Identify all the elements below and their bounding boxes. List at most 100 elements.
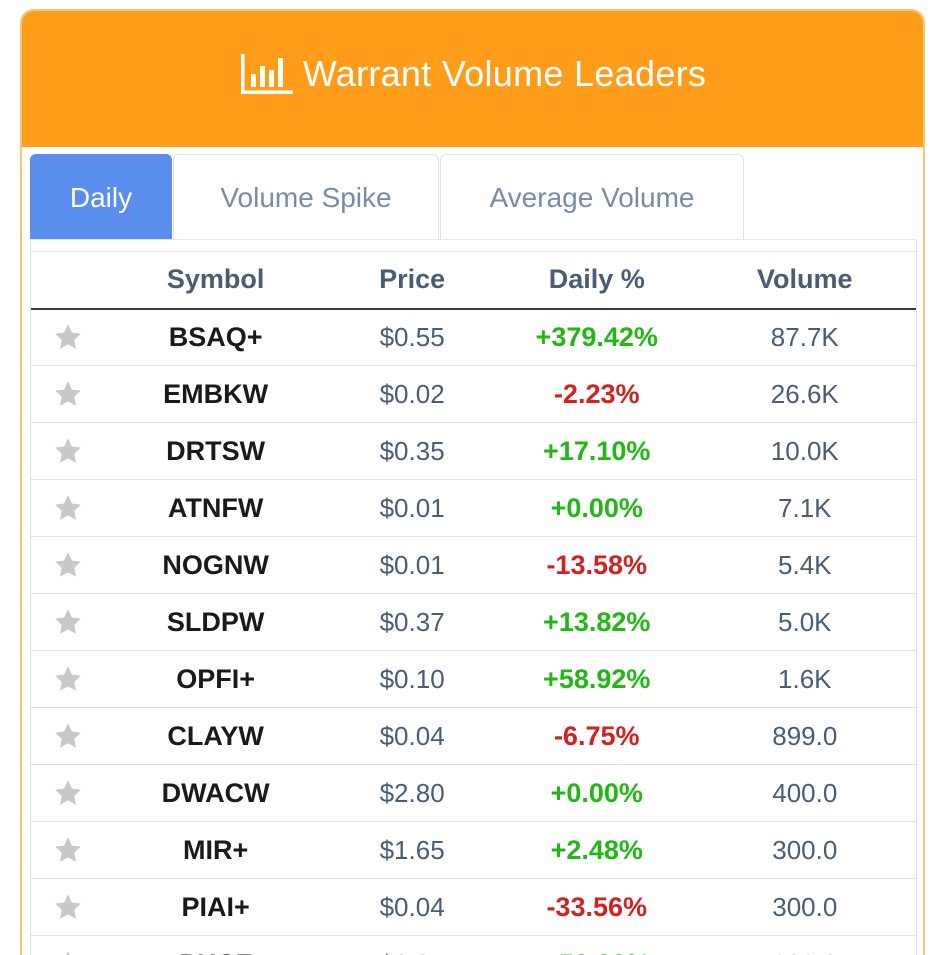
favorite-cell [31,764,107,822]
header-favorite [31,251,107,310]
star-icon[interactable] [53,778,83,808]
volume-cell: 5.4K [693,536,916,594]
symbol-cell[interactable]: DRTSW [106,422,325,480]
daily-change-cell: -33.56% [499,878,694,936]
daily-change-cell: +2.48% [499,821,694,879]
header-price[interactable]: Price [324,251,500,310]
symbol-cell[interactable]: PUCF [106,935,325,955]
price-cell: $0.55 [324,308,500,366]
price-cell: $2.80 [324,764,500,822]
symbol-cell[interactable]: BSAQ+ [106,308,325,366]
star-icon[interactable] [53,664,83,694]
volume-cell: 5.0K [693,593,916,651]
volume-cell: 200.0 [693,935,916,955]
volume-cell: 7.1K [693,479,916,537]
table-row[interactable]: OPFI+ $0.10 +58.92% 1.6K [31,650,916,708]
warrant-volume-card: Warrant Volume Leaders Daily Volume Spik… [20,9,925,955]
favorite-cell [31,878,107,936]
daily-change-cell: +0.00% [499,479,694,537]
price-cell: $1.65 [324,821,500,879]
star-icon[interactable] [53,322,83,352]
price-cell: $0.37 [324,593,500,651]
tab-daily[interactable]: Daily [30,154,172,240]
card-title: Warrant Volume Leaders [302,53,707,94]
table-row[interactable]: PUCF$0.01+50.00%200.0 [31,935,916,955]
price-cell: $0.02 [324,365,500,423]
star-icon[interactable] [53,550,83,580]
price-cell: $0.10 [324,650,500,708]
table-row[interactable]: DRTSW $0.35 +17.10% 10.0K [31,422,916,480]
star-icon[interactable] [53,436,83,466]
favorite-cell [31,821,107,879]
price-cell: $0.04 [324,878,500,936]
star-icon[interactable] [53,721,83,751]
symbol-cell[interactable]: ATNFW [106,479,325,537]
star-icon[interactable] [53,493,83,523]
star-icon[interactable] [53,835,83,865]
favorite-cell [31,422,107,480]
favorite-cell [31,479,107,537]
star-icon[interactable] [53,949,83,955]
table-header-row: Symbol Price Daily % Volume [31,251,916,310]
table-row[interactable]: CLAYW $0.04 -6.75% 899.0 [31,707,916,765]
table-row[interactable]: BSAQ+ $0.55 +379.42% 87.7K [31,308,916,366]
favorite-cell [31,536,107,594]
favorite-cell [31,593,107,651]
volume-cell: 87.7K [693,308,916,366]
star-icon[interactable] [53,379,83,409]
star-icon[interactable] [53,607,83,637]
leaders-table: Symbol Price Daily % Volume BSAQ+ $0.55 +3… [31,251,916,955]
symbol-cell[interactable]: EMBKW [106,365,325,423]
daily-change-cell: +50.00% [499,935,694,955]
tab-volume-spike[interactable]: Volume Spike [173,154,439,240]
table-row[interactable]: ATNFW $0.01 +0.00% 7.1K [31,479,916,537]
price-cell: $0.01 [324,536,500,594]
leaders-table-container: Symbol Price Daily % Volume BSAQ+ $0.55 +3… [30,239,917,955]
volume-cell: 400.0 [693,764,916,822]
daily-change-cell: +13.82% [499,593,694,651]
volume-cell: 899.0 [693,707,916,765]
tab-average-volume[interactable]: Average Volume [440,154,744,240]
volume-cell: 300.0 [693,821,916,879]
volume-cell: 1.6K [693,650,916,708]
favorite-cell [31,308,107,366]
card-header: Warrant Volume Leaders [22,11,923,147]
symbol-cell[interactable]: NOGNW [106,536,325,594]
volume-cell: 300.0 [693,878,916,936]
daily-change-cell: +17.10% [499,422,694,480]
symbol-cell[interactable]: PIAI+ [106,878,325,936]
bar-chart-icon [240,54,293,94]
volume-cell: 10.0K [693,422,916,480]
symbol-cell[interactable]: OPFI+ [106,650,325,708]
price-cell: $0.01 [324,935,500,955]
daily-change-cell: -13.58% [499,536,694,594]
daily-change-cell: +379.42% [499,308,694,366]
header-volume[interactable]: Volume [693,251,916,310]
daily-change-cell: -2.23% [499,365,694,423]
tab-bar: Daily Volume Spike Average Volume [30,154,920,240]
favorite-cell [31,650,107,708]
symbol-cell[interactable]: DWACW [106,764,325,822]
favorite-cell [31,365,107,423]
symbol-cell[interactable]: CLAYW [106,707,325,765]
price-cell: $0.01 [324,479,500,537]
daily-change-cell: +58.92% [499,650,694,708]
table-row[interactable]: MIR+ $1.65 +2.48% 300.0 [31,821,916,879]
table-row[interactable]: PIAI+ $0.04 -33.56% 300.0 [31,878,916,936]
table-row[interactable]: EMBKW $0.02 -2.23% 26.6K [31,365,916,423]
daily-change-cell: +0.00% [499,764,694,822]
favorite-cell [31,935,107,955]
volume-cell: 26.6K [693,365,916,423]
table-row[interactable]: NOGNW $0.01 -13.58% 5.4K [31,536,916,594]
symbol-cell[interactable]: SLDPW [106,593,325,651]
favorite-cell [31,707,107,765]
star-icon[interactable] [53,892,83,922]
header-symbol[interactable]: Symbol [106,251,325,310]
table-row[interactable]: SLDPW $0.37 +13.82% 5.0K [31,593,916,651]
table-row[interactable]: DWACW $2.80 +0.00% 400.0 [31,764,916,822]
header-daily-pct[interactable]: Daily % [499,251,694,310]
price-cell: $0.04 [324,707,500,765]
daily-change-cell: -6.75% [499,707,694,765]
price-cell: $0.35 [324,422,500,480]
symbol-cell[interactable]: MIR+ [106,821,325,879]
